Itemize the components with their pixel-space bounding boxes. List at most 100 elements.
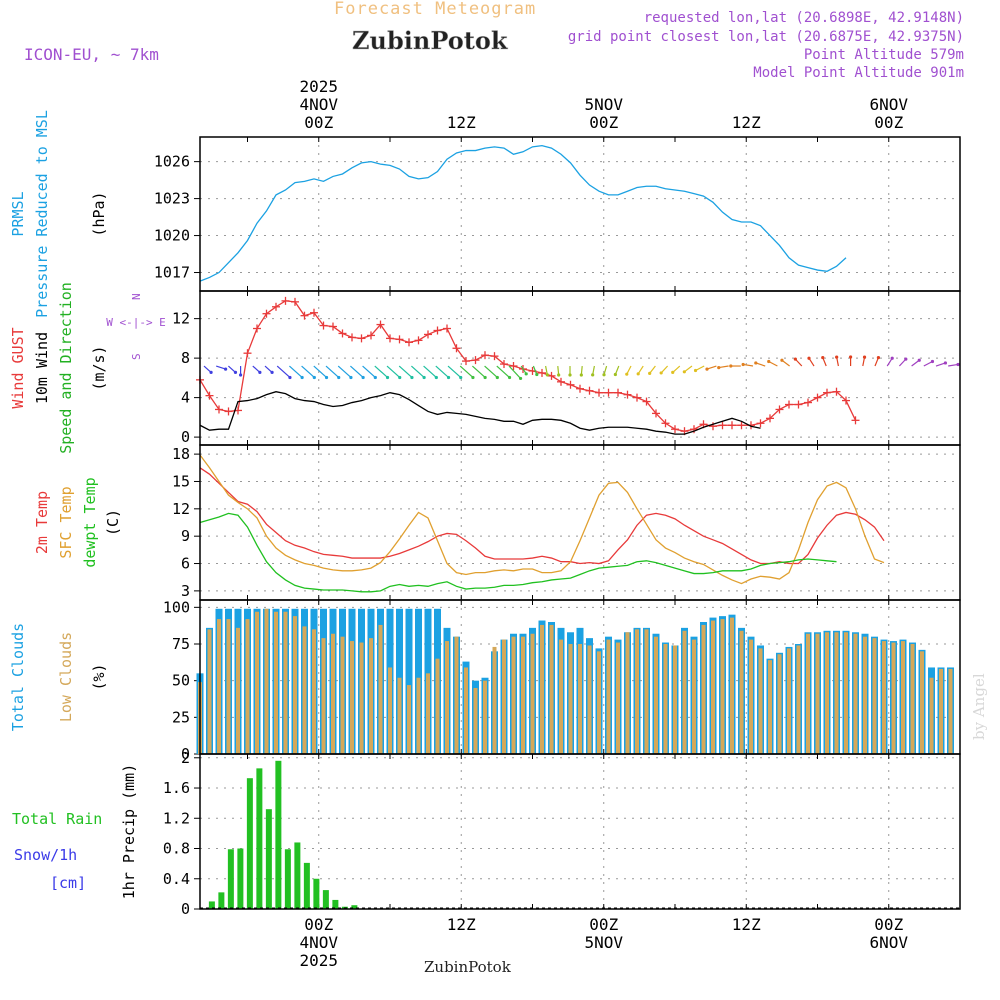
panel-label: Low Clouds	[57, 632, 75, 722]
bar-rain	[246, 778, 253, 909]
wind-direction-arrowhead	[754, 361, 758, 365]
bar-low-clouds	[264, 608, 269, 754]
bar-rain	[313, 878, 320, 909]
wind-direction-arrowhead	[956, 362, 960, 367]
bar-low-clouds	[663, 644, 668, 754]
wind-direction-arrowhead	[602, 373, 606, 377]
bar-low-clouds	[568, 644, 573, 754]
wind-direction-arrowhead	[446, 375, 451, 380]
top-time-label: 12Z	[732, 113, 761, 132]
bar-low-clouds	[340, 636, 345, 754]
bar-low-clouds	[625, 632, 630, 754]
bar-low-clouds	[331, 633, 335, 754]
wind-direction-arrow	[410, 365, 425, 378]
series-prmsl	[199, 144, 847, 282]
wind-direction-arrowhead	[495, 375, 499, 380]
y-tick-label: 6	[181, 555, 190, 573]
bar-low-clouds	[739, 630, 744, 754]
bar-low-clouds	[673, 645, 677, 754]
wind-direction-arrowhead	[410, 375, 414, 380]
bar-low-clouds	[549, 624, 554, 754]
panel-label: Wind GUST	[9, 327, 27, 408]
y-tick-label: 0.8	[163, 840, 190, 858]
wind-direction-arrow	[435, 365, 449, 378]
top-time-label: 00Z	[304, 113, 333, 132]
bottom-time-label: 4NOV	[299, 933, 338, 952]
bar-low-clouds	[749, 639, 753, 754]
bar-low-clouds	[825, 632, 829, 754]
bar-low-clouds	[378, 624, 383, 754]
bar-rain	[237, 848, 244, 909]
bar-low-clouds	[768, 660, 772, 754]
wind-direction-arrowhead	[890, 356, 894, 360]
bar-low-clouds	[882, 641, 886, 754]
bar-low-clouds	[777, 654, 782, 754]
y-tick-label: 0	[181, 428, 190, 446]
bar-low-clouds	[834, 632, 839, 754]
top-time-label: 2025	[299, 77, 338, 96]
wind-direction-arrow	[768, 360, 778, 367]
wind-direction-arrowhead	[780, 358, 784, 362]
panel-unit: (m/s)	[90, 345, 108, 390]
wind-direction-arrowhead	[917, 358, 921, 362]
bar-rain	[256, 768, 263, 909]
bar-rain	[303, 862, 310, 909]
bar-low-clouds	[426, 673, 430, 754]
y-tick-label: 12	[172, 500, 190, 518]
bar-low-clouds	[711, 620, 715, 754]
wind-direction-arrowhead	[659, 371, 663, 375]
wind-direction-arrowhead	[459, 375, 463, 380]
bar-low-clouds	[901, 641, 905, 754]
wind-direction-arrow	[447, 365, 462, 378]
bar-low-clouds	[606, 639, 611, 754]
bar-low-clouds	[701, 624, 706, 754]
bar-low-clouds	[283, 611, 288, 754]
model-name: ICON-EU, ~ 7km	[24, 45, 159, 64]
y-tick-label: 1.6	[163, 779, 190, 797]
wind-direction-arrow	[923, 360, 933, 367]
y-tick-label: 1017	[154, 264, 190, 282]
wind-direction-arrowhead	[579, 373, 583, 377]
bar-low-clouds	[806, 633, 810, 754]
top-time-label: 4NOV	[299, 95, 338, 114]
wind-direction-arrowhead	[930, 359, 935, 364]
bar-low-clouds	[217, 619, 221, 754]
panel-label: Speed and Direction	[57, 282, 75, 454]
wind-direction-arrowhead	[385, 375, 390, 380]
bar-rain	[208, 901, 215, 909]
y-tick-label: 25	[172, 708, 190, 726]
wind-direction-arrowhead	[591, 373, 595, 377]
wind-direction-arrowhead	[904, 357, 908, 361]
y-tick-label: 9	[181, 527, 190, 545]
y-tick-label: 0	[181, 745, 190, 763]
wind-direction-arrowhead	[876, 355, 881, 360]
wind-direction-arrow	[423, 365, 437, 378]
wind-direction-arrow	[288, 365, 303, 378]
top-time-label: 00Z	[874, 113, 903, 132]
wind-direction-arrowhead	[767, 359, 771, 364]
wind-direction-arrowhead	[793, 357, 797, 361]
wind-direction-arrow	[325, 365, 340, 378]
top-time-label: 12Z	[447, 113, 476, 132]
series-10m-wind	[199, 391, 761, 435]
wind-direction-arrow	[496, 365, 510, 378]
bar-rain	[351, 905, 358, 909]
bottom-location: ZubinPotok	[424, 958, 512, 976]
panel-frame	[199, 444, 961, 601]
top-time-label: 00Z	[589, 113, 618, 132]
bar-low-clouds	[587, 645, 592, 754]
bar-low-clouds	[929, 677, 934, 754]
bar-low-clouds	[910, 644, 915, 754]
bottom-time-label: 12Z	[732, 915, 761, 934]
wind-direction-arrowhead	[807, 356, 811, 360]
panel-unit: (%)	[90, 663, 108, 690]
wind-direction-arrowhead	[717, 365, 721, 370]
bar-low-clouds	[416, 677, 421, 754]
wind-direction-arrowhead	[705, 367, 709, 371]
wind-direction-arrowhead	[209, 370, 213, 374]
location-title: ZubinPotok	[352, 26, 509, 55]
bar-low-clouds	[312, 629, 316, 754]
wind-direction-arrowhead	[373, 375, 377, 380]
compass-s: S	[130, 353, 143, 360]
wind-direction-arrow	[695, 365, 705, 372]
